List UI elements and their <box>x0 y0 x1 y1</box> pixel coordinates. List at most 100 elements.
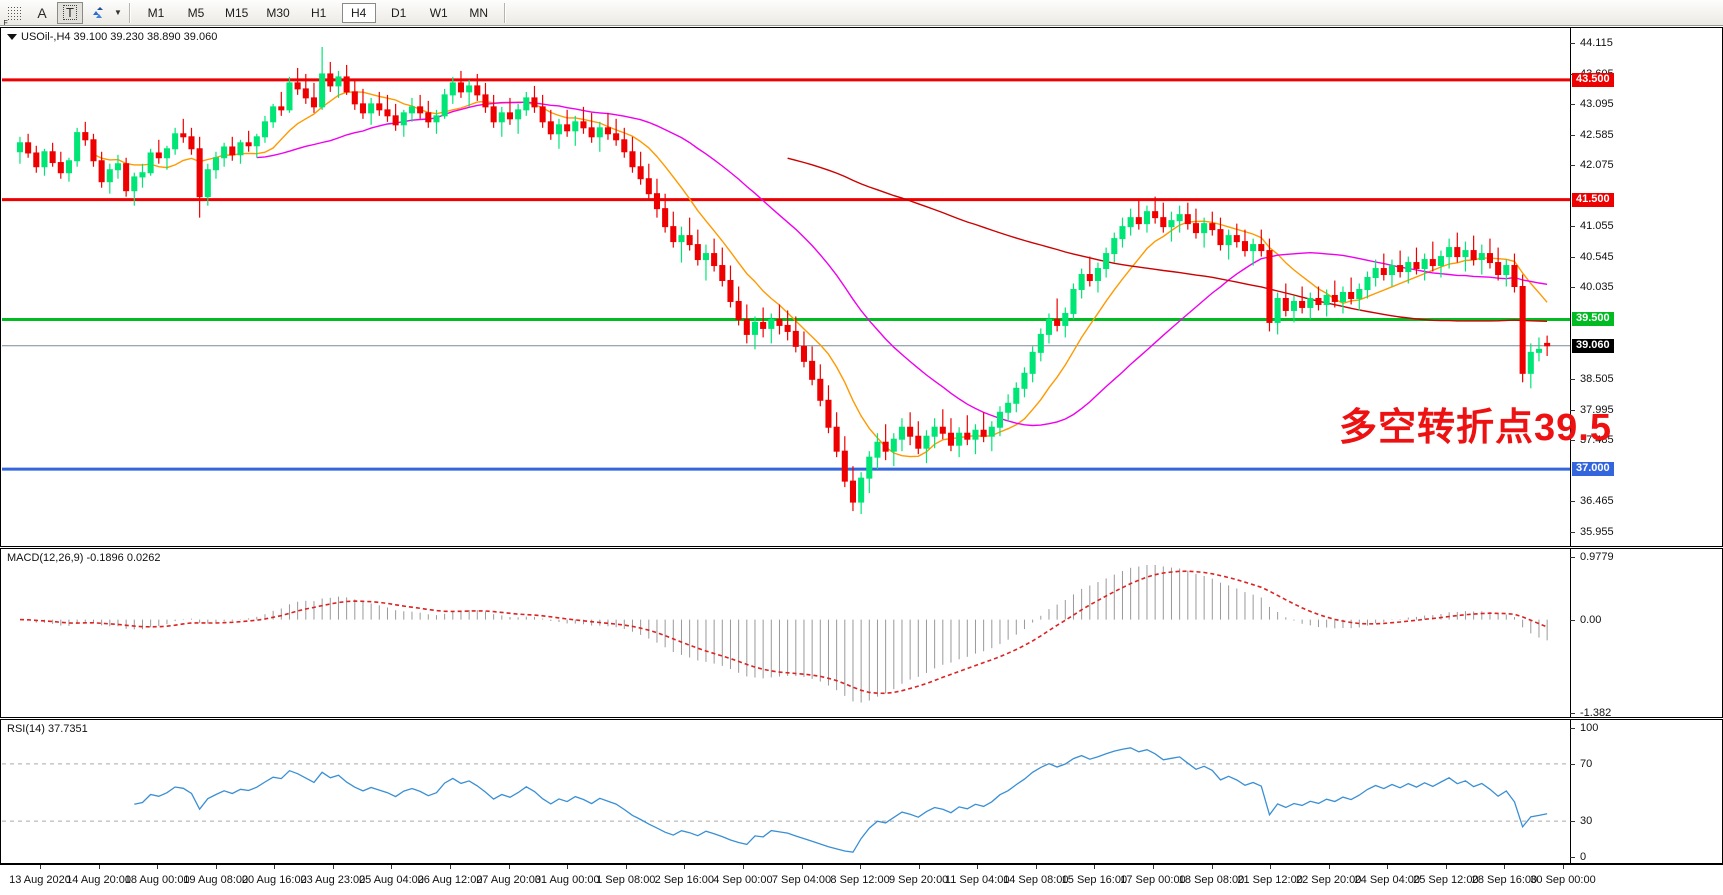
macd-plot-area[interactable] <box>2 550 1570 716</box>
timeframe-h1[interactable]: H1 <box>311 5 327 20</box>
timeframe-m30[interactable]: M30 <box>266 5 290 20</box>
timeframe-d1[interactable]: D1 <box>391 5 407 20</box>
time-axis-label: 7 Sep 04:00 <box>771 874 832 886</box>
time-axis-label: 22 Sep 20:00 <box>1295 874 1362 886</box>
macd-axis-tick <box>1570 619 1575 621</box>
price-plot-area[interactable] <box>2 29 1570 545</box>
timeframe-m1[interactable]: M1 <box>147 5 165 20</box>
timeframe-w1[interactable]: W1 <box>429 5 448 20</box>
price-header-text: USOil-,H4 39.100 39.230 38.890 39.060 <box>21 31 218 43</box>
price-axis-label: 43.095 <box>1580 98 1614 111</box>
rsi-axis-label: 70 <box>1580 757 1593 770</box>
time-axis-label: 26 Aug 12:00 <box>417 874 483 886</box>
time-axis-tick <box>332 865 334 869</box>
time-axis-label: 19 Aug 08:00 <box>183 874 249 886</box>
price-level-badge-resistance-43500[interactable]: 43.500 <box>1572 72 1614 87</box>
candlestick-series <box>16 46 1551 515</box>
price-level-badge-current-price-39060[interactable]: 39.060 <box>1572 338 1614 353</box>
time-axis-label: 18 Aug 00:00 <box>124 874 190 886</box>
time-axis-tick <box>1152 865 1154 869</box>
price-axis-label: 42.075 <box>1580 159 1614 172</box>
rsi-axis-divider <box>1570 720 1571 863</box>
time-axis-tick <box>98 865 100 869</box>
main-toolbar: A T ▼ M1 M5 M15 M30 H1 H4 D1 W1 MN <box>0 0 1723 27</box>
time-axis-tick <box>391 865 393 869</box>
time-axis-label: 11 Sep 04:00 <box>944 874 1010 886</box>
rsi-plot-area[interactable] <box>2 721 1570 862</box>
time-axis-tick <box>1445 865 1447 869</box>
price-axis-tick <box>1570 501 1575 503</box>
text-label-icon[interactable]: A <box>29 2 55 24</box>
macd-axis-tick <box>1570 713 1575 714</box>
time-axis-label: 1 Sep 08:00 <box>596 874 656 886</box>
time-axis-label: 25 Sep 12:00 <box>1413 874 1479 886</box>
time-axis-tick <box>1211 865 1213 869</box>
time-axis-label: 14 Sep 08:00 <box>1003 874 1069 886</box>
collapse-caret-icon[interactable] <box>7 34 17 41</box>
time-axis-label: 14 Aug 20:00 <box>66 874 131 886</box>
time-axis-tick <box>918 865 920 869</box>
time-axis-tick <box>450 865 452 869</box>
time-axis-tick <box>1094 865 1096 869</box>
price-axis-label: 38.505 <box>1580 373 1614 386</box>
time-axis-tick <box>625 865 627 869</box>
time-axis-label: 13 Aug 2020 <box>9 874 71 886</box>
grid-glyph <box>4 5 22 27</box>
macd-panel[interactable]: MACD(12,26,9) -0.1896 0.0262 0.9779 0.00 -… <box>0 548 1723 719</box>
rsi-axis: 100 70 30 0 <box>1570 720 1722 863</box>
text-box-icon[interactable]: T <box>57 1 83 24</box>
macd-axis-label: 0.9779 <box>1580 551 1614 563</box>
price-level-badge-support-37000[interactable]: 37.000 <box>1572 462 1614 477</box>
time-axis-label: 24 Sep 04:00 <box>1354 874 1420 886</box>
rsi-panel[interactable]: RSI(14) 37.7351 100 70 30 0 <box>0 719 1723 864</box>
text-box-glyph: T <box>63 5 77 20</box>
shapes-dropdown-caret[interactable]: ▼ <box>114 8 122 17</box>
crosshair-grid-icon[interactable] <box>1 2 27 27</box>
rsi-axis-label: 30 <box>1580 815 1593 828</box>
macd-axis-tick <box>1570 557 1575 558</box>
shapes-glyph <box>93 6 103 18</box>
time-axis-tick <box>274 865 276 869</box>
rsi-axis-label: 100 <box>1580 722 1599 734</box>
toolbar-separator-1 <box>129 2 131 23</box>
time-axis-tick <box>860 865 862 869</box>
time-axis-label: 18 Sep 08:00 <box>1178 874 1245 886</box>
timeframe-m15[interactable]: M15 <box>225 5 249 20</box>
macd-axis-label: -1.382 <box>1580 707 1612 719</box>
shapes-icon[interactable] <box>85 2 111 24</box>
price-axis-tick <box>1570 531 1575 533</box>
time-axis-tick <box>215 865 217 869</box>
price-axis-label: 35.955 <box>1580 525 1614 538</box>
time-axis-label: 9 Sep 20:00 <box>888 874 949 886</box>
time-axis-label: 4 Sep 00:00 <box>713 874 773 886</box>
price-axis-tick <box>1570 379 1575 381</box>
time-axis-label: 20 Aug 16:00 <box>241 874 307 886</box>
price-axis-tick <box>1570 440 1575 442</box>
time-axis-label: 31 Aug 00:00 <box>534 874 600 886</box>
time-axis-tick <box>508 865 510 869</box>
time-axis-tick <box>1504 865 1506 869</box>
timeframe-mn[interactable]: MN <box>469 5 489 20</box>
ma-slow-line <box>787 157 1548 322</box>
timeframe-m5[interactable]: M5 <box>187 5 205 20</box>
price-level-badge-pivot-39500[interactable]: 39.500 <box>1572 312 1614 327</box>
text-label-glyph: A <box>37 4 47 21</box>
price-axis-label: 37.485 <box>1580 434 1614 447</box>
price-axis: 44.11543.60543.09542.58542.07541.05540.5… <box>1570 28 1722 546</box>
price-svg <box>2 46 1570 515</box>
price-level-badge-resistance-41500[interactable]: 41.500 <box>1572 192 1614 207</box>
time-axis-label: 30 Sep 00:00 <box>1530 874 1596 886</box>
chart-annotation-text: 多空转折点39.5 <box>1339 407 1612 449</box>
time-axis-label: 23 Aug 23:00 <box>300 874 366 886</box>
time-axis-label: 15 Sep 16:00 <box>1061 874 1128 886</box>
timeframe-h4[interactable]: H4 <box>341 2 376 23</box>
price-chart-panel[interactable]: USOil-,H4 39.100 39.230 38.890 39.060 44… <box>0 27 1723 547</box>
time-axis-tick <box>977 865 979 869</box>
price-axis-tick <box>1570 256 1575 258</box>
price-axis-label: 42.585 <box>1580 128 1614 141</box>
macd-axis-label: 0.00 <box>1580 613 1602 626</box>
time-axis-tick <box>684 865 686 869</box>
time-axis-label: 2 Sep 16:00 <box>654 874 715 886</box>
time-axis: 13 Aug 2020 14 Aug 20:00 18 Aug 00:00 19 Au… <box>0 864 1723 895</box>
price-axis-label: 36.465 <box>1580 495 1614 508</box>
